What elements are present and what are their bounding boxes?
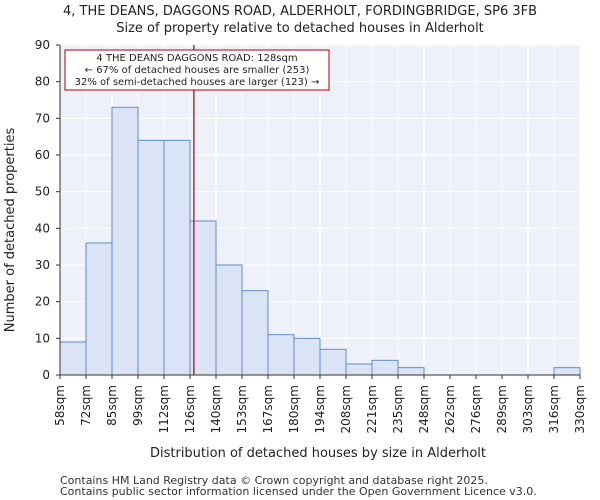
annotation-line2: ← 67% of detached houses are smaller (25… — [85, 65, 310, 76]
y-tick-label: 50 — [35, 185, 50, 199]
bar-153sqm — [241, 290, 269, 376]
x-tick-label: 248sqm — [417, 385, 431, 433]
bar-316sqm — [553, 367, 581, 376]
bar-58sqm — [59, 341, 87, 376]
bar-140sqm — [215, 264, 243, 376]
y-tick-label: 80 — [35, 75, 50, 89]
bar-221sqm — [371, 359, 399, 376]
y-tick-label: 40 — [35, 221, 50, 235]
y-tick-label: 0 — [42, 368, 50, 382]
x-tick-label: 221sqm — [365, 385, 379, 433]
y-tick-label: 70 — [35, 111, 50, 125]
y-tick-label: 30 — [35, 258, 50, 272]
y-tick-label: 10 — [35, 331, 50, 345]
bar-112sqm — [163, 139, 191, 376]
annotation-line3: 32% of semi-detached houses are larger (… — [75, 77, 320, 88]
y-axis-label: Number of detached properties — [3, 128, 18, 333]
x-axis-label: Distribution of detached houses by size … — [150, 446, 486, 461]
chart-title-line1: 4, THE DEANS, DAGGONS ROAD, ALDERHOLT, F… — [63, 4, 537, 19]
x-tick-label: 153sqm — [235, 385, 249, 433]
x-tick-label: 99sqm — [131, 385, 145, 426]
bar-99sqm — [137, 139, 165, 376]
bar-235sqm — [397, 367, 425, 376]
bar-208sqm — [345, 363, 373, 376]
annotation-frame — [64, 49, 330, 91]
footer-line1: Contains HM Land Registry data © Crown c… — [60, 474, 488, 487]
x-tick-label: 208sqm — [339, 385, 353, 433]
annotation-line1: 4 THE DEANS DAGGONS ROAD: 128sqm — [96, 53, 297, 64]
x-tick-label: 235sqm — [391, 385, 405, 433]
x-tick-label: 276sqm — [469, 385, 483, 433]
x-tick-label: 289sqm — [495, 385, 509, 433]
bar-167sqm — [267, 334, 295, 376]
x-tick-label: 112sqm — [157, 385, 171, 433]
bar-72sqm — [85, 242, 113, 376]
x-tick-label: 85sqm — [105, 385, 119, 426]
x-tick-label: 180sqm — [287, 385, 301, 433]
x-tick-label: 126sqm — [183, 385, 197, 433]
bar-85sqm — [111, 106, 139, 376]
x-tick-label: 262sqm — [443, 385, 457, 433]
y-tick-label: 90 — [35, 38, 50, 52]
x-tick-label: 58sqm — [53, 385, 67, 426]
y-axis-ticks: 0 10 20 30 40 50 60 70 80 90 — [35, 38, 60, 382]
x-tick-label: 330sqm — [573, 385, 587, 433]
x-tick-label: 167sqm — [261, 385, 275, 433]
x-axis-ticks: 58sqm 72sqm 85sqm 99sqm 112sqm 126sqm 140sqm 15… — [53, 375, 587, 433]
y-tick-label: 60 — [35, 148, 50, 162]
annotation-box: 4 THE DEANS DAGGONS ROAD: 128sqm ← 67% o… — [64, 49, 330, 91]
x-tick-label: 72sqm — [79, 385, 93, 426]
y-tick-label: 20 — [35, 295, 50, 309]
x-tick-label: 303sqm — [521, 385, 535, 433]
bar-194sqm — [319, 348, 347, 376]
x-tick-label: 140sqm — [209, 385, 223, 433]
footer-line2: Contains public sector information licen… — [60, 485, 537, 498]
bar-180sqm — [293, 337, 321, 376]
x-tick-label: 194sqm — [313, 385, 327, 433]
x-tick-label: 316sqm — [547, 385, 561, 433]
chart-title-line2: Size of property relative to detached ho… — [116, 21, 484, 36]
